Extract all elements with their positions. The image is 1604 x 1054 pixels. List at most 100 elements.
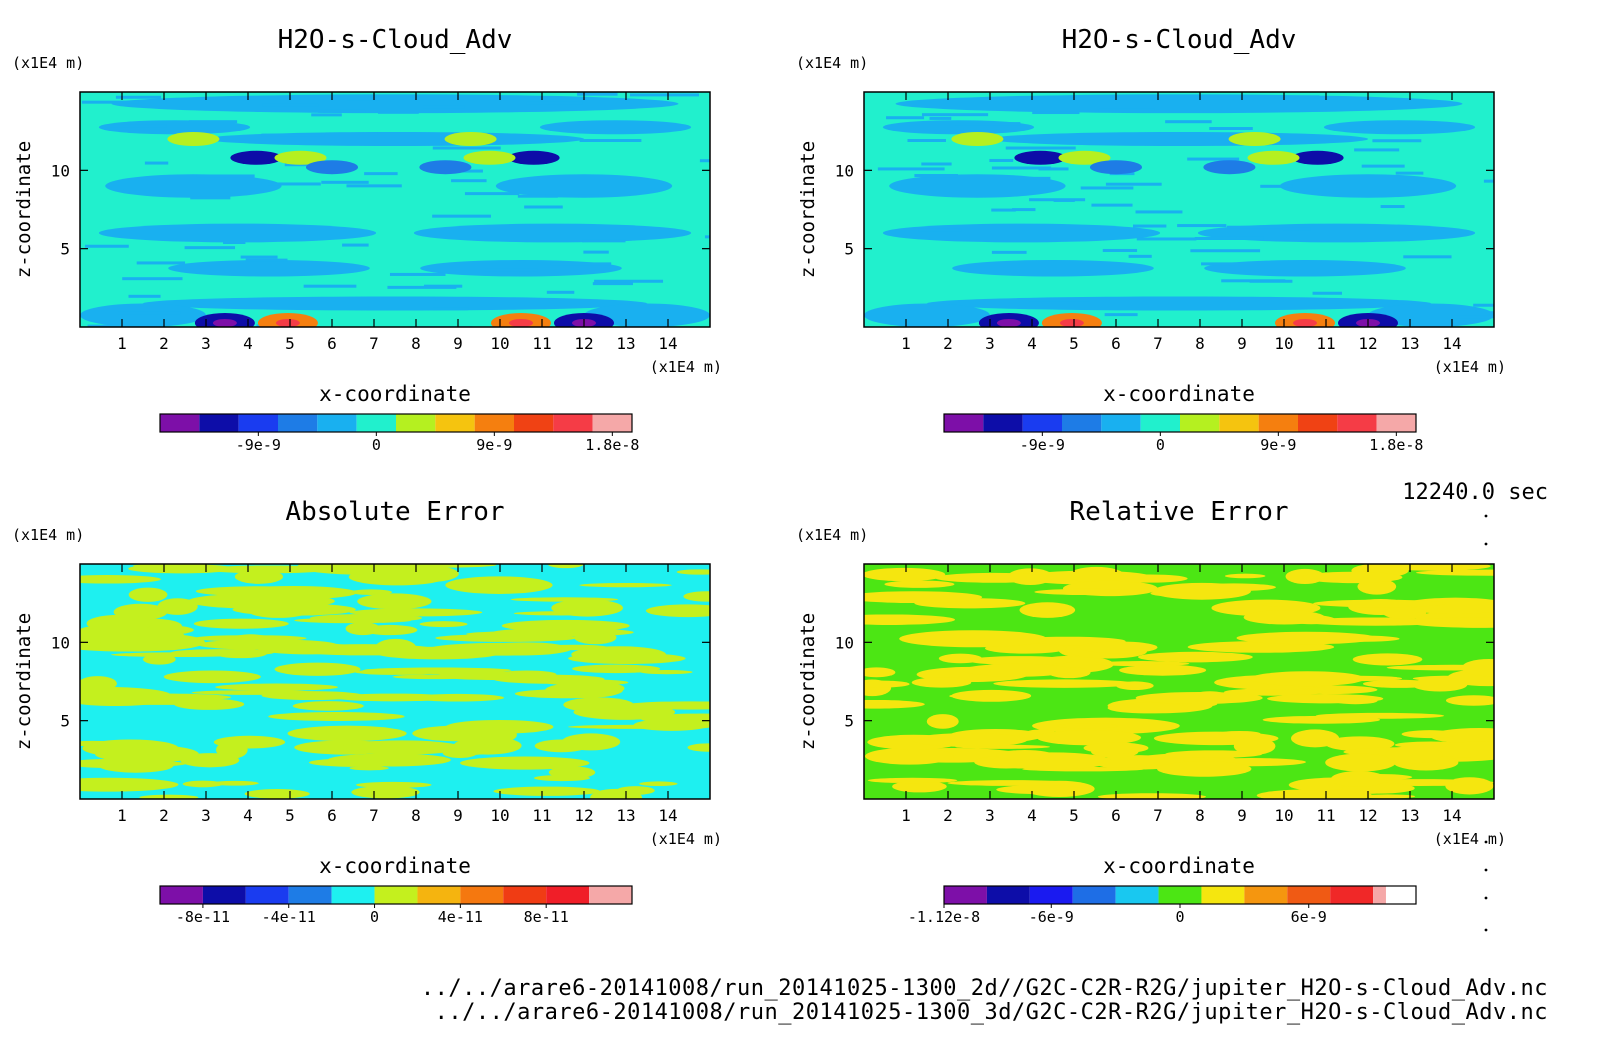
field-patch bbox=[1112, 574, 1188, 583]
colorbar-tick-label: 9e-9 bbox=[1260, 436, 1296, 454]
x-tick-label: 7 bbox=[369, 806, 379, 825]
field-patch bbox=[1218, 730, 1261, 737]
field-streak bbox=[87, 324, 148, 327]
field-streak bbox=[261, 133, 325, 137]
field-streak bbox=[325, 132, 378, 136]
field-patch bbox=[899, 630, 1047, 648]
colorbar-tick-label: 8e-11 bbox=[524, 908, 569, 926]
margin-dot bbox=[1484, 514, 1488, 518]
field-patch bbox=[80, 627, 185, 645]
colorbar-segment bbox=[1298, 414, 1338, 432]
chart-title: H2O-s-Cloud_Adv bbox=[1062, 25, 1297, 55]
field-streak bbox=[136, 261, 186, 265]
field-streak bbox=[1209, 127, 1253, 131]
x-tick-label: 9 bbox=[1237, 806, 1247, 825]
colorbar: -1.12e-8 -6e-9 0 6e-9 bbox=[908, 885, 1417, 926]
field-streak bbox=[1029, 298, 1091, 302]
colorbar-segment bbox=[944, 414, 984, 432]
field-band bbox=[1368, 303, 1494, 327]
field-streak bbox=[1128, 254, 1152, 258]
field-patch bbox=[349, 766, 389, 771]
field-blob-core bbox=[509, 319, 533, 327]
field-patch bbox=[182, 780, 224, 788]
field-patch bbox=[579, 583, 672, 588]
field-patch bbox=[80, 740, 118, 747]
field-streak bbox=[464, 192, 520, 196]
colorbar-segment bbox=[1337, 414, 1377, 432]
x-tick-label: 12 bbox=[574, 334, 593, 353]
x-tick-label: 4 bbox=[243, 334, 253, 353]
field-streak bbox=[583, 250, 609, 254]
field-patch bbox=[533, 775, 590, 782]
field-streak bbox=[196, 174, 255, 178]
field-blob bbox=[463, 150, 516, 165]
field-patch bbox=[968, 656, 1074, 666]
chart-panel-3: Absolute Error(x1E4 m)(x1E4 m)1 2 3 4 5 6 7 8 9 1… bbox=[12, 497, 722, 926]
y-axis-label: z-coordinate bbox=[13, 141, 35, 278]
field-patch bbox=[139, 794, 199, 799]
colorbar-segment bbox=[1022, 414, 1062, 432]
x-tick-label: 13 bbox=[1400, 334, 1419, 353]
margin-dot bbox=[1484, 868, 1488, 872]
margin-dot bbox=[1484, 542, 1488, 546]
colorbar-tick-label: -4e-11 bbox=[262, 908, 316, 926]
heatmap-field bbox=[80, 564, 710, 799]
colorbar-segment bbox=[460, 886, 504, 904]
field-streak bbox=[1201, 262, 1236, 266]
field-band bbox=[882, 223, 1161, 243]
x-tick-label: 6 bbox=[1111, 334, 1121, 353]
field-streak bbox=[1354, 148, 1400, 152]
field-streak bbox=[592, 282, 633, 286]
field-patch bbox=[1325, 736, 1395, 752]
x-tick-label: 5 bbox=[285, 334, 295, 353]
field-patch bbox=[1079, 641, 1158, 654]
field-patch bbox=[308, 758, 410, 767]
field-patch bbox=[1165, 750, 1263, 758]
field-streak bbox=[184, 246, 236, 250]
y-tick-label: 10 bbox=[51, 633, 70, 652]
x-tick-label: 7 bbox=[369, 334, 379, 353]
y-unit-label: (x1E4 m) bbox=[796, 526, 868, 544]
field-streak bbox=[1361, 164, 1405, 168]
field-blob bbox=[1014, 150, 1067, 165]
field-patch bbox=[1137, 651, 1253, 663]
field-band bbox=[495, 174, 673, 198]
field-streak bbox=[115, 95, 162, 99]
colorbar-tick-label: 0 bbox=[1156, 436, 1165, 454]
colorbar-tick-label: 4e-11 bbox=[438, 908, 483, 926]
colorbar-tick-label: 0 bbox=[370, 908, 379, 926]
field-blob bbox=[951, 132, 1004, 146]
field-patch bbox=[568, 652, 686, 665]
colorbar-segment bbox=[160, 414, 200, 432]
colorbar-tick-label: 6e-9 bbox=[1291, 908, 1327, 926]
field-streak bbox=[1312, 291, 1343, 295]
field-streak bbox=[1135, 210, 1183, 214]
colorbar-segment bbox=[317, 414, 357, 432]
field-patch bbox=[1415, 569, 1494, 576]
colorbar-tick-label: -9e-9 bbox=[236, 436, 281, 454]
x-tick-label: 8 bbox=[411, 334, 421, 353]
field-patch bbox=[1445, 777, 1494, 795]
field-patch bbox=[257, 642, 359, 655]
colorbar-tick-label: 0 bbox=[372, 436, 381, 454]
colorbar-tick-label: 9e-9 bbox=[476, 436, 512, 454]
field-patch bbox=[1409, 617, 1494, 628]
field-streak bbox=[1053, 198, 1075, 202]
field-patch bbox=[1069, 566, 1124, 584]
colorbar-tick-label: 0 bbox=[1175, 908, 1184, 926]
field-patch bbox=[1034, 588, 1143, 596]
colorbar-segment bbox=[1201, 886, 1245, 904]
heatmap-field bbox=[80, 92, 710, 327]
field-patch bbox=[510, 597, 619, 602]
field-patch bbox=[1380, 564, 1491, 571]
field-band bbox=[990, 131, 1368, 147]
colorbar-segment bbox=[160, 886, 203, 904]
field-streak bbox=[954, 122, 1021, 126]
x-tick-label: 14 bbox=[1442, 806, 1461, 825]
margin-dot bbox=[1484, 896, 1488, 900]
y-tick-label: 5 bbox=[60, 712, 70, 731]
field-patch bbox=[351, 785, 420, 799]
field-band bbox=[1204, 260, 1406, 277]
field-blob bbox=[274, 150, 327, 165]
field-patch bbox=[445, 576, 553, 594]
